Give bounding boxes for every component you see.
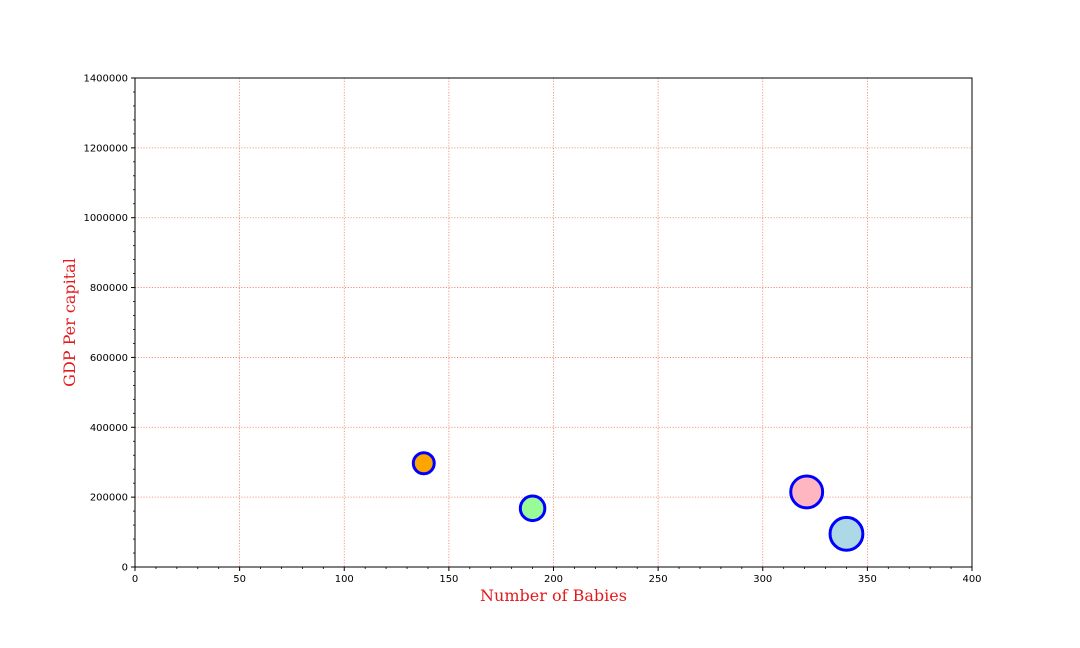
x-tick-label: 350 (858, 574, 877, 585)
x-tick-label: 300 (753, 574, 772, 585)
grid-lines (135, 78, 972, 567)
scatter-point (828, 515, 865, 552)
y-tick-label: 1400000 (83, 74, 128, 85)
x-tick-label: 50 (233, 574, 246, 585)
y-tick-label: 0 (122, 563, 128, 574)
y-tick-label: 400000 (90, 423, 128, 434)
scatter-point (518, 494, 547, 523)
data-points (411, 451, 865, 552)
x-tick-label: 200 (544, 574, 563, 585)
x-tick-label: 100 (335, 574, 354, 585)
y-tick-label: 1200000 (83, 143, 128, 154)
y-tick-label: 800000 (90, 283, 128, 294)
y-tick-label: 600000 (90, 353, 128, 364)
scatter-point (411, 451, 436, 476)
x-tick-label: 250 (649, 574, 668, 585)
x-tick-label: 0 (132, 574, 138, 585)
plot-area-frame (134, 77, 973, 568)
x-tick-label: 150 (439, 574, 458, 585)
tick-labels: 0 50 100 150 200 250 300 350 400 0 200000 400000 600… (83, 74, 981, 586)
scatter-point (789, 474, 825, 510)
y-tick-label: 1000000 (83, 213, 128, 224)
axis-ticks (131, 77, 973, 571)
x-tick-label: 400 (962, 574, 981, 585)
y-axis-label: GDP Per capital (60, 258, 79, 387)
y-tick-label: 200000 (90, 493, 128, 504)
x-axis-label: Number of Babies (480, 586, 627, 605)
